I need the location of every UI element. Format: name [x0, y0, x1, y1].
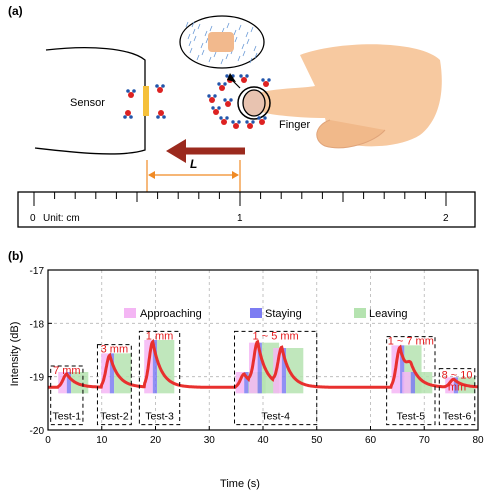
- staying-region: [400, 345, 405, 394]
- leaving-region: [71, 372, 89, 394]
- distance-annotation: 1 mm: [146, 330, 174, 342]
- legend-staying: Staying: [265, 308, 302, 320]
- test-box: [138, 330, 181, 426]
- y-axis-label: Intensity (dB): [9, 322, 21, 387]
- y-tick-label: -18: [30, 319, 45, 330]
- test-box: [96, 344, 132, 426]
- test-label: Test-6: [443, 411, 472, 423]
- sensor-label: Sensor: [70, 97, 105, 109]
- staying-region: [453, 377, 459, 394]
- sensor-electrode: [143, 86, 149, 116]
- finger-label: Finger: [279, 119, 311, 131]
- skin-zoom-bubble: [179, 15, 265, 89]
- hand-illustration: [237, 44, 442, 149]
- legend: [124, 308, 366, 318]
- legend-swatch-approaching: [124, 308, 136, 318]
- approach-arrow: [166, 139, 245, 163]
- panel-b-label: (b): [8, 249, 23, 263]
- x-tick-label: 80: [472, 435, 484, 446]
- x-tick-label: 0: [45, 435, 51, 446]
- water-molecules-sensor: [123, 84, 166, 119]
- distance-annotation: mm: [448, 382, 466, 394]
- ruler-tick-2: 2: [443, 213, 449, 224]
- x-tick-label: 60: [365, 435, 377, 446]
- test-box: [438, 368, 476, 426]
- staying-region: [152, 340, 158, 394]
- test-label: Test-3: [145, 411, 174, 423]
- x-tick-label: 50: [311, 435, 323, 446]
- legend-approaching: Approaching: [140, 308, 202, 320]
- intensity-chart: 0 10 20 30 40 50 60 70 80 -17 -18 -19 -20 Test-1 7 mm T…: [30, 266, 484, 446]
- legend-swatch-staying: [250, 308, 262, 318]
- test-box: [50, 365, 84, 426]
- staying-region: [257, 342, 262, 394]
- distance-annotation: 1 ~ 5 mm: [253, 330, 299, 342]
- distance-marker: [146, 160, 241, 195]
- distance-annotation: 8 ~ 10: [442, 370, 473, 382]
- signal-line: [48, 338, 478, 389]
- ruler-tick-1: 1: [237, 213, 243, 224]
- legend-leaving: Leaving: [369, 308, 408, 320]
- legend-swatch-leaving: [354, 308, 366, 318]
- staying-region: [66, 372, 72, 394]
- test-label: Test-1: [53, 411, 82, 423]
- x-axis-label: Time (s): [220, 478, 260, 490]
- ruler-unit: Unit: cm: [43, 213, 80, 224]
- staying-region: [281, 348, 287, 394]
- test-box: [386, 336, 436, 426]
- distance-annotation: 3 mm: [101, 344, 129, 356]
- x-tick-label: 40: [257, 435, 269, 446]
- distance-annotation: 7 mm: [53, 365, 81, 377]
- test-label: Test-4: [261, 411, 290, 423]
- x-tick-label: 20: [150, 435, 162, 446]
- panel-a-label: (a): [8, 4, 23, 18]
- approaching-region: [402, 372, 411, 394]
- x-tick-label: 30: [204, 435, 216, 446]
- distance-annotation: 1 ~ 7 mm: [388, 336, 434, 348]
- y-tick-label: -19: [30, 373, 45, 384]
- x-tick-label: 70: [419, 435, 431, 446]
- distance-label: L: [190, 157, 197, 171]
- test-label: Test-2: [100, 411, 129, 423]
- staying-region: [244, 372, 249, 394]
- staying-region: [410, 372, 416, 394]
- test-label: Test-5: [397, 411, 426, 423]
- y-tick-label: -20: [30, 426, 45, 437]
- test-box: [234, 330, 318, 426]
- ruler-tick-0: 0: [30, 213, 36, 224]
- x-tick-label: 10: [96, 435, 108, 446]
- y-tick-label: -17: [30, 266, 45, 277]
- staying-region: [109, 353, 115, 394]
- ruler: [17, 191, 476, 228]
